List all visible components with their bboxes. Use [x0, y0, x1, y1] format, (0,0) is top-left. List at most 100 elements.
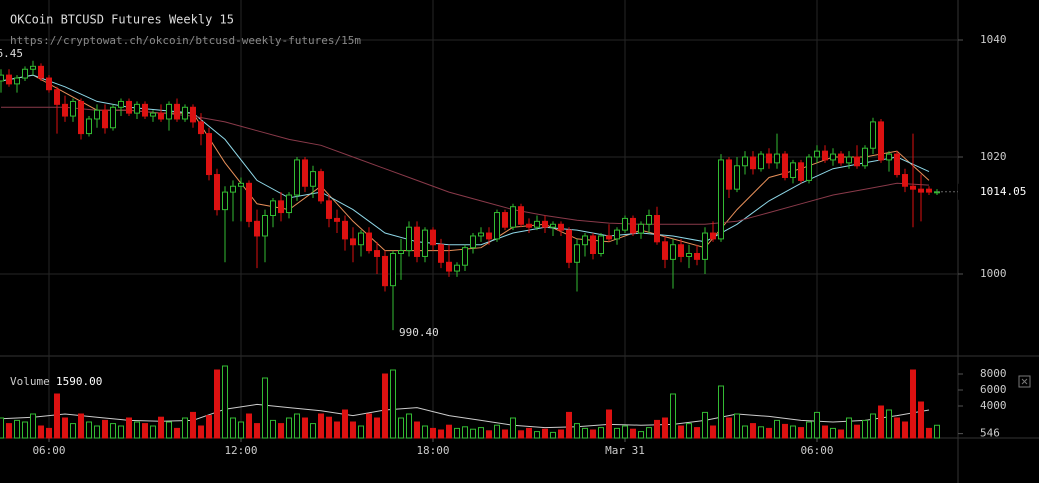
candle-body — [630, 217, 636, 234]
candle-body — [446, 261, 452, 272]
volume-bar — [318, 413, 324, 439]
candle-body — [734, 165, 740, 190]
candle-body — [182, 106, 188, 120]
volume-bar — [70, 423, 76, 439]
candle-body — [654, 214, 660, 243]
candle-body — [838, 153, 844, 164]
x-tick-label: 12:00 — [224, 444, 257, 457]
candle-body — [526, 223, 532, 228]
volume-bar — [574, 423, 580, 439]
candle-body — [558, 223, 564, 231]
candle-body — [350, 238, 356, 246]
candle-body — [718, 159, 724, 240]
volume-bar — [774, 419, 780, 439]
volume-bar — [94, 425, 100, 439]
volume-bar — [342, 409, 348, 439]
candle-body — [886, 153, 892, 161]
candle-body — [678, 244, 684, 257]
candle-body — [790, 162, 796, 178]
candle-body — [318, 171, 324, 202]
volume-bar — [246, 413, 252, 439]
volume-bar — [454, 427, 460, 439]
volume-bar — [78, 413, 84, 439]
volume-bar — [838, 429, 844, 439]
volume-bar — [198, 425, 204, 439]
volume-bar — [310, 423, 316, 439]
volume-bar — [662, 417, 668, 439]
candle-body — [710, 232, 716, 240]
candle-body — [134, 103, 140, 114]
volume-bar — [110, 423, 116, 439]
candle-body — [326, 200, 332, 219]
candle-body — [6, 74, 12, 85]
candle-body — [878, 121, 884, 161]
volume-bar — [102, 419, 108, 439]
volume-average-line — [0, 403, 930, 429]
candle-body — [422, 229, 428, 257]
candle-body — [478, 232, 484, 237]
candle-body — [870, 121, 876, 149]
candle-body — [670, 244, 676, 260]
candle-body — [662, 241, 668, 260]
volume-bar — [6, 423, 12, 439]
candle-body — [614, 229, 620, 240]
volume-bar — [870, 413, 876, 439]
volume-bar — [614, 427, 620, 439]
close-button[interactable] — [1018, 375, 1031, 388]
volume-bar — [526, 427, 532, 439]
candle-body — [30, 65, 36, 70]
candle-body — [694, 253, 700, 260]
volume-value: 1590.00 — [56, 375, 102, 388]
volume-bar — [382, 373, 388, 439]
indicator-line — [1, 106, 930, 225]
candle-body — [430, 229, 436, 246]
candle-body — [814, 150, 820, 158]
volume-bar — [446, 424, 452, 439]
candle-body — [238, 182, 244, 187]
candle-body — [142, 103, 148, 117]
volume-bar — [766, 427, 772, 439]
volume-bar — [894, 417, 900, 439]
candle-body — [150, 112, 156, 117]
volume-bar — [206, 415, 212, 439]
candle-body — [382, 255, 388, 287]
candle-body — [246, 182, 252, 222]
volume-bar — [142, 423, 148, 439]
volume-bar — [534, 431, 540, 439]
candle-body — [854, 156, 860, 167]
candle-body — [750, 156, 756, 170]
candle-body — [78, 100, 84, 135]
volume-bar — [790, 425, 796, 439]
x-tick-label: 18:00 — [416, 444, 449, 457]
candle-body — [294, 159, 300, 196]
y-tick-label: 6000 — [980, 383, 1007, 396]
candle-body — [822, 150, 828, 161]
volume-bar — [710, 425, 716, 439]
volume-bar — [854, 424, 860, 439]
candle-body — [774, 153, 780, 164]
volume-bar — [54, 393, 60, 439]
candle-body — [902, 174, 908, 187]
candle-body — [302, 159, 308, 187]
candle-body — [590, 235, 596, 255]
volume-bar — [686, 423, 692, 439]
volume-bar — [294, 413, 300, 439]
volume-bar — [542, 428, 548, 439]
candle-body — [230, 185, 236, 193]
volume-bar — [398, 417, 404, 439]
volume-bar — [734, 413, 740, 439]
volume-bar — [470, 428, 476, 439]
volume-bar — [230, 417, 236, 439]
candle-body — [126, 100, 132, 114]
candle-body — [646, 214, 652, 225]
candle-body — [46, 77, 52, 91]
x-tick-label: 06:00 — [800, 444, 833, 457]
x-tick-label: 06:00 — [32, 444, 65, 457]
volume-bar — [14, 419, 20, 439]
candle-body — [414, 226, 420, 257]
chart-subtitle: https://cryptowat.ch/okcoin/btcusd-weekl… — [10, 34, 361, 47]
candle-body — [510, 206, 516, 228]
volume-bar — [462, 426, 468, 439]
volume-bar — [758, 426, 764, 439]
